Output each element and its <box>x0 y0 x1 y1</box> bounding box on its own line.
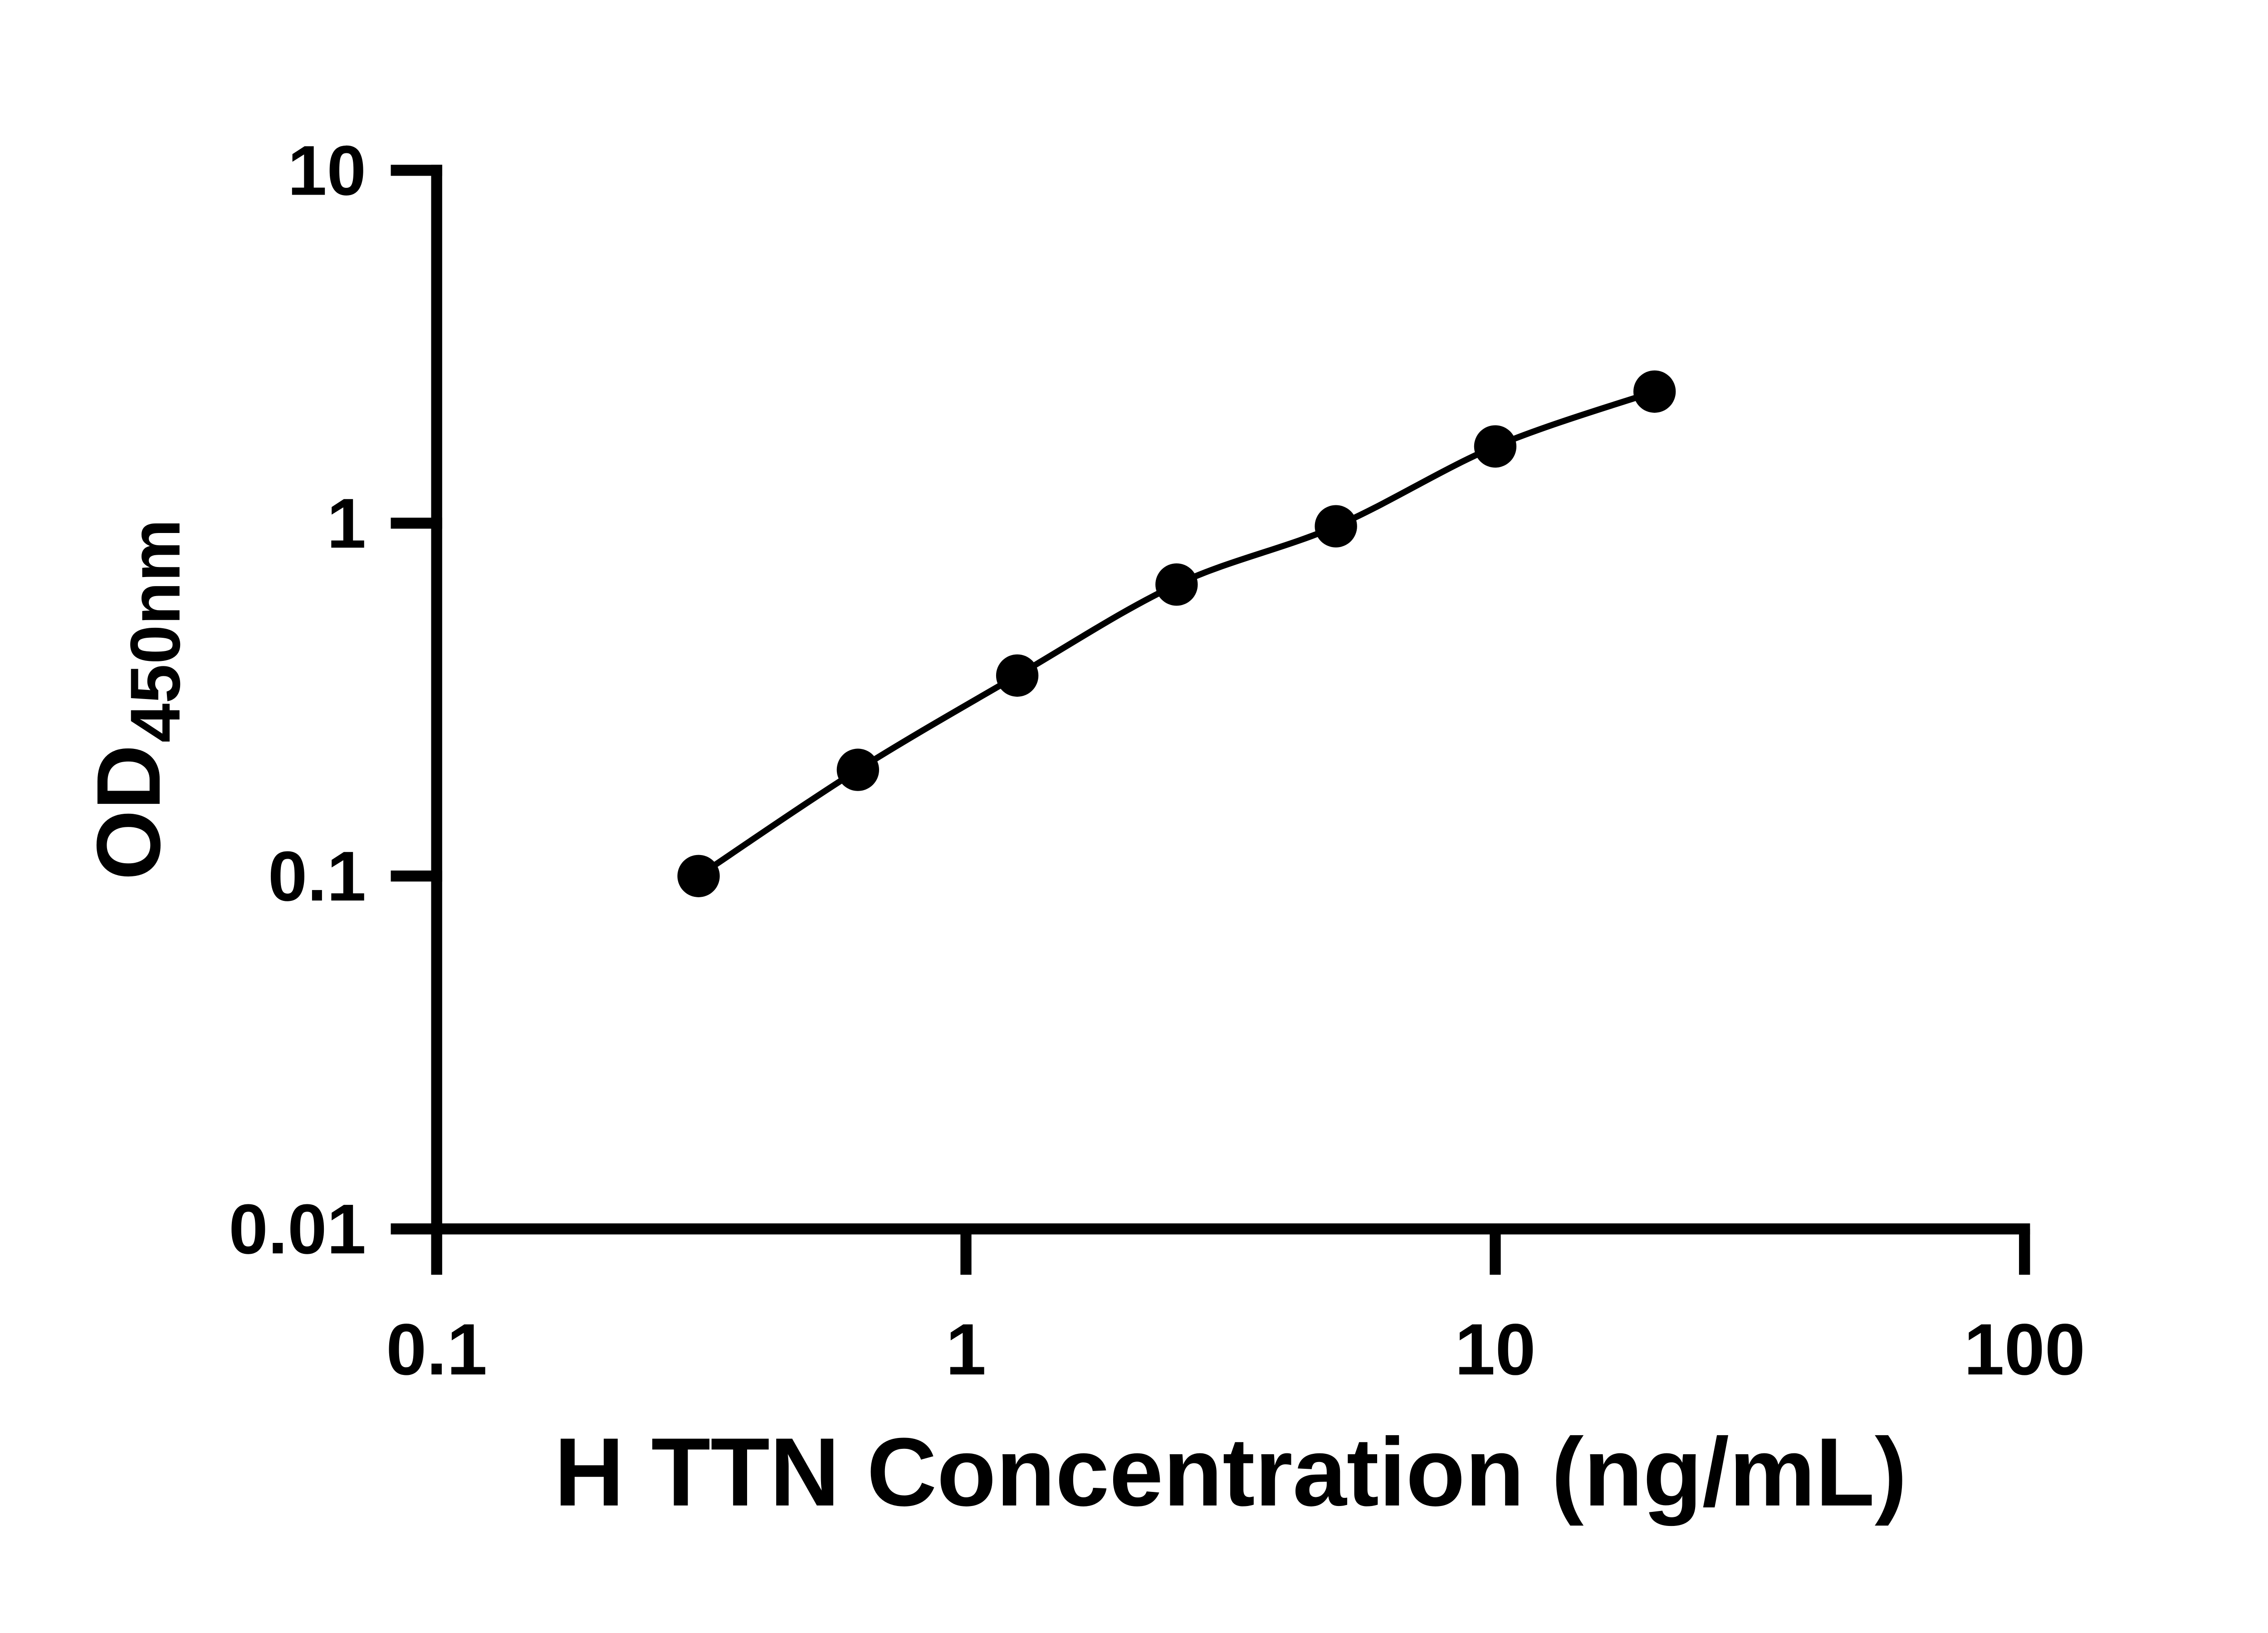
x-tick-label: 1 <box>946 1309 986 1390</box>
y-axis-title-main: OD <box>78 744 179 880</box>
y-axis-title-sub: 450nm <box>116 519 195 743</box>
y-tick-label: 0.1 <box>268 836 366 915</box>
x-axis-ticks: 0.1 1 10 100 <box>386 1229 2085 1390</box>
x-tick-label: 100 <box>1964 1309 2085 1390</box>
y-tick-label: 1 <box>327 484 367 562</box>
x-tick-label: 0.1 <box>386 1309 487 1390</box>
data-point <box>1315 505 1357 548</box>
axes <box>431 165 2030 1235</box>
x-tick-label: 10 <box>1455 1309 1535 1390</box>
data-point <box>677 855 720 897</box>
x-axis-title: H TTN Concentration (ng/mL) <box>554 1418 1907 1526</box>
standard-curve-line <box>697 388 1656 879</box>
data-point <box>1474 425 1517 468</box>
data-series <box>677 370 1676 897</box>
data-point <box>1155 563 1198 606</box>
y-axis-title: OD 450nm <box>78 519 195 880</box>
y-tick-label: 10 <box>288 131 366 210</box>
y-axis-ticks: 10 1 0.1 0.01 <box>229 131 442 1268</box>
data-point <box>996 654 1039 697</box>
y-tick-label: 0.01 <box>229 1189 366 1268</box>
data-point <box>836 748 880 791</box>
data-point <box>1633 370 1676 413</box>
